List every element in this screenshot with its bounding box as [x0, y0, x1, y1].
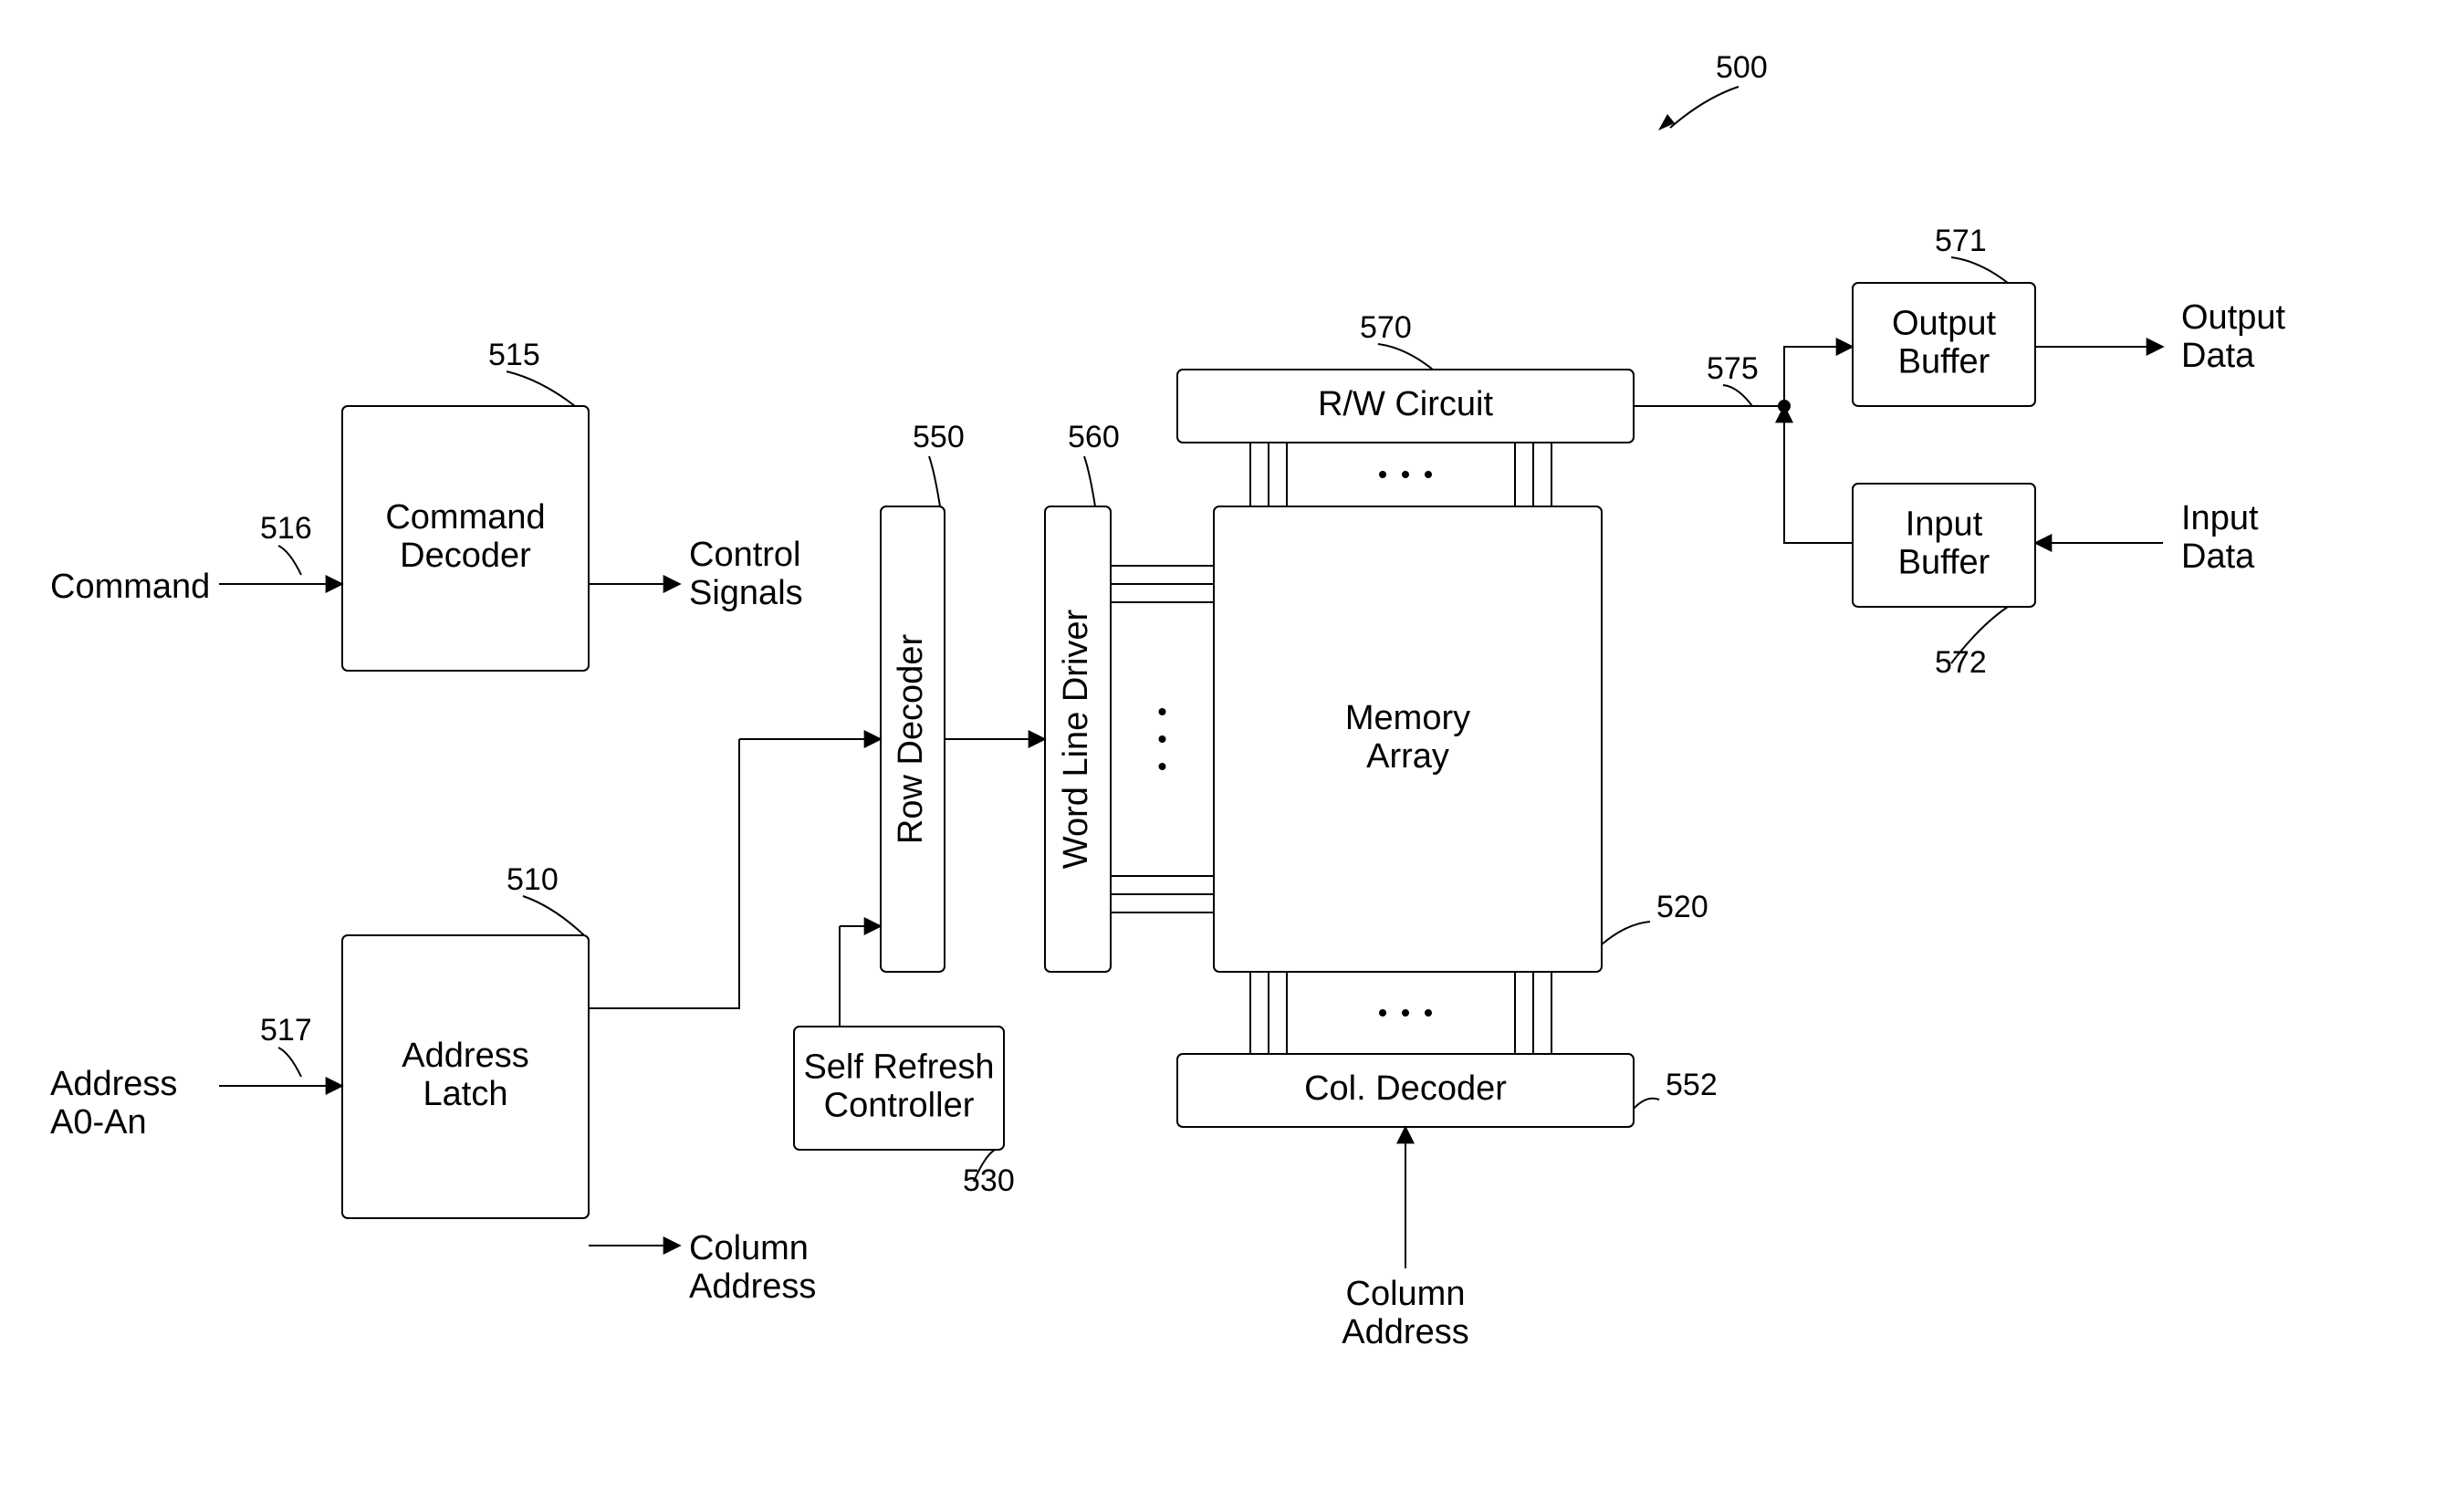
bus-ellipsis	[1425, 471, 1432, 478]
io-label-column_address_bottom: Address	[1342, 1313, 1468, 1351]
ref-leader	[1670, 87, 1739, 128]
io-label-address: Address	[50, 1065, 177, 1103]
ref-addr_in: 517	[260, 1013, 312, 1048]
bus-ellipsis	[1159, 735, 1166, 743]
ref-leader	[1634, 1099, 1659, 1109]
bus-ellipsis	[1159, 708, 1166, 715]
wire	[589, 739, 739, 1008]
input_buffer-label: Input	[1906, 506, 1983, 544]
ref-leader	[1084, 456, 1095, 506]
address_latch-ref: 510	[507, 862, 559, 897]
output_buffer-ref: 571	[1935, 224, 1987, 258]
word_line_driver-ref: 560	[1068, 420, 1120, 454]
io-label-column_address_left: Address	[689, 1267, 816, 1306]
ref-rw_out: 575	[1707, 351, 1759, 386]
rw_circuit-ref: 570	[1360, 310, 1412, 345]
bus-ellipsis	[1402, 471, 1409, 478]
ref-leader	[1378, 344, 1433, 370]
command_decoder-ref: 515	[488, 338, 540, 372]
col_decoder-label: Col. Decoder	[1304, 1069, 1507, 1108]
junction-dot	[1778, 400, 1791, 412]
command_decoder-label: Command	[385, 498, 545, 537]
self_refresh-ref: 530	[963, 1163, 1015, 1198]
io-label-input_data: Data	[2181, 537, 2255, 576]
io-label-output_data: Data	[2181, 337, 2255, 375]
input_buffer-label: Buffer	[1898, 543, 1990, 581]
ref-leader	[523, 896, 584, 935]
word_line_driver-label: Word Line Driver	[1057, 609, 1095, 869]
ref-cmd_in: 516	[260, 511, 312, 546]
col_decoder-ref: 552	[1666, 1068, 1718, 1102]
ref-leader	[278, 1048, 301, 1077]
rw_circuit-label: R/W Circuit	[1318, 385, 1494, 423]
memory_array-label: Array	[1366, 737, 1449, 776]
bus-ellipsis	[1402, 1009, 1409, 1017]
ref-leader	[1602, 922, 1650, 944]
bus-ellipsis	[1425, 1009, 1432, 1017]
io-label-output_data: Output	[2181, 298, 2286, 337]
io-label-control_signals: Control	[689, 536, 801, 574]
memory_array-ref: 520	[1656, 890, 1708, 924]
io-label-column_address_left: Column	[689, 1229, 809, 1267]
figure-ref-arrowhead	[1658, 114, 1675, 130]
ref-leader	[1723, 385, 1752, 406]
bus-ellipsis	[1379, 471, 1386, 478]
self_refresh-label: Self Refresh	[803, 1048, 994, 1087]
bus-ellipsis	[1159, 763, 1166, 770]
ref-leader	[507, 371, 575, 406]
memory_array-label: Memory	[1345, 699, 1470, 737]
ref-leader	[278, 546, 301, 575]
figure-ref: 500	[1716, 50, 1768, 85]
output_buffer-label: Output	[1892, 305, 1997, 343]
address_latch-label: Address	[402, 1037, 528, 1075]
wire	[1784, 347, 1853, 406]
row_decoder-label: Row Decoder	[892, 634, 930, 845]
address_latch-label: Latch	[423, 1075, 508, 1113]
command_decoder-label: Decoder	[400, 537, 531, 575]
output_buffer-label: Buffer	[1898, 342, 1990, 381]
io-label-input_data: Input	[2181, 499, 2259, 537]
io-label-control_signals: Signals	[689, 574, 803, 612]
input_buffer-ref: 572	[1935, 645, 1987, 680]
bus-ellipsis	[1379, 1009, 1386, 1017]
io-label-command: Command	[50, 568, 210, 606]
ref-leader	[929, 456, 940, 506]
row_decoder-ref: 550	[913, 420, 965, 454]
io-label-address: A0-An	[50, 1103, 147, 1142]
io-label-column_address_bottom: Column	[1346, 1275, 1466, 1313]
self_refresh-label: Controller	[824, 1086, 975, 1124]
ref-leader	[1951, 257, 2008, 283]
wire	[1784, 406, 1853, 543]
